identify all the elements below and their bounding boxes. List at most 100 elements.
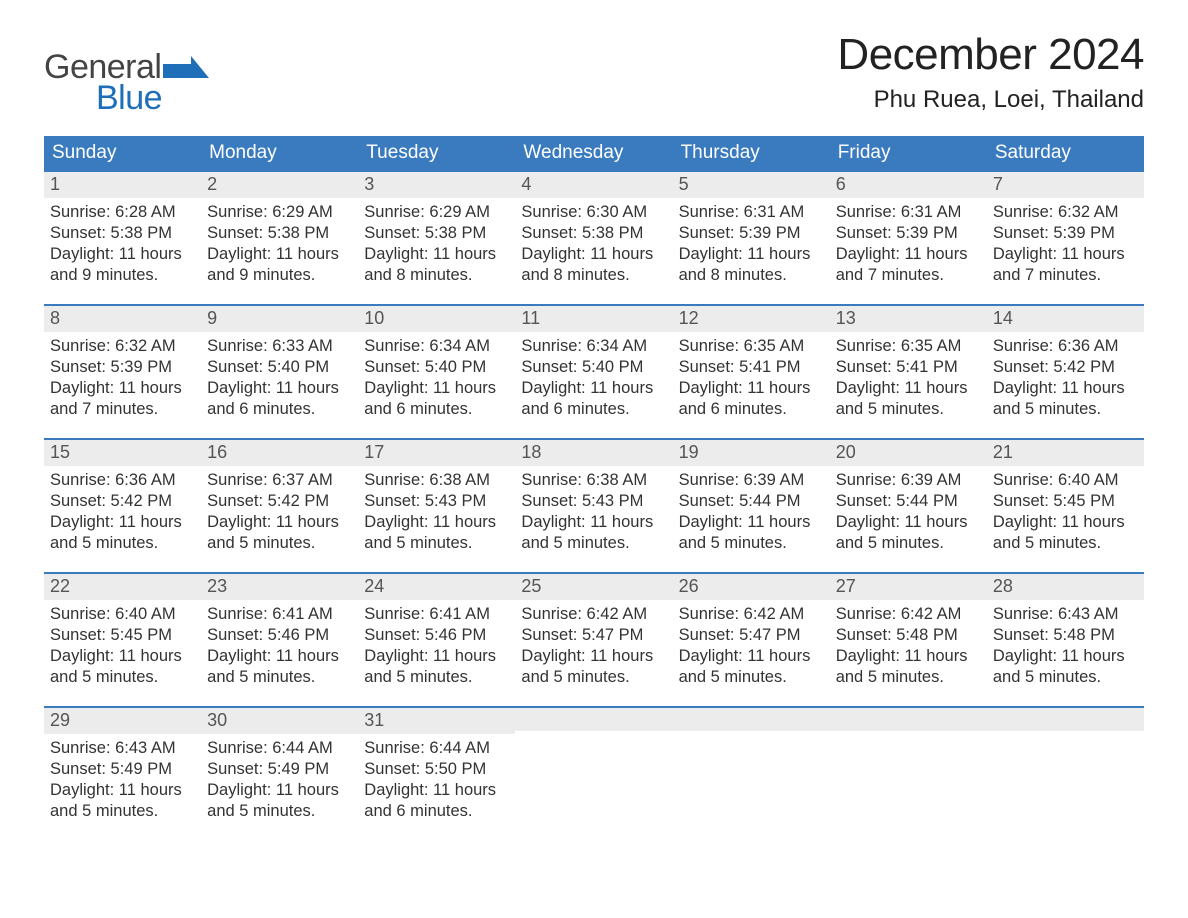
day-details: Sunrise: 6:34 AMSunset: 5:40 PMDaylight:…: [515, 332, 672, 428]
day-number-row: 4: [515, 172, 672, 198]
sunset-text: Sunset: 5:44 PM: [679, 491, 824, 512]
week-row: 29Sunrise: 6:43 AMSunset: 5:49 PMDayligh…: [44, 706, 1144, 840]
day-cell: 28Sunrise: 6:43 AMSunset: 5:48 PMDayligh…: [987, 574, 1144, 706]
day-cell: 25 Sunrise: 6:42 AMSunset: 5:47 PMDayligh…: [515, 574, 672, 706]
empty-cell: [830, 708, 987, 840]
day-number: 21: [993, 442, 1013, 462]
day-number: 27: [836, 576, 856, 596]
sunrise-text: Sunrise: 6:36 AM: [993, 336, 1138, 357]
sunrise-text: Sunrise: 6:30 AM: [521, 202, 666, 223]
empty-cell: [673, 708, 830, 840]
sunrise-text: Sunrise: 6:34 AM: [521, 336, 666, 357]
daylight-text: Daylight: 11 hours and 6 minutes.: [364, 780, 509, 822]
sunrise-text: Sunrise: 6:35 AM: [679, 336, 824, 357]
day-number-row: 24: [358, 574, 515, 600]
day-number-row: 26: [673, 574, 830, 600]
day-number: 10: [364, 308, 384, 328]
sunrise-text: Sunrise: 6:41 AM: [364, 604, 509, 625]
sunset-text: Sunset: 5:39 PM: [836, 223, 981, 244]
sunrise-text: Sunrise: 6:36 AM: [50, 470, 195, 491]
day-number-row: 14: [987, 306, 1144, 332]
week-row: 1Sunrise: 6:28 AMSunset: 5:38 PMDaylight…: [44, 170, 1144, 304]
day-number-row: 8: [44, 306, 201, 332]
daylight-text: Daylight: 11 hours and 5 minutes.: [50, 512, 195, 554]
sunrise-text: Sunrise: 6:34 AM: [364, 336, 509, 357]
daylight-text: Daylight: 11 hours and 8 minutes.: [679, 244, 824, 286]
sunset-text: Sunset: 5:50 PM: [364, 759, 509, 780]
day-number: 1: [50, 174, 60, 194]
sunrise-text: Sunrise: 6:38 AM: [364, 470, 509, 491]
day-number: 15: [50, 442, 70, 462]
sunrise-text: Sunrise: 6:42 AM: [836, 604, 981, 625]
day-header: Friday: [830, 136, 987, 170]
day-details: [673, 731, 830, 743]
day-number: 29: [50, 710, 70, 730]
sunrise-text: Sunrise: 6:29 AM: [364, 202, 509, 223]
day-number: 5: [679, 174, 689, 194]
sunset-text: Sunset: 5:46 PM: [207, 625, 352, 646]
sunrise-text: Sunrise: 6:40 AM: [993, 470, 1138, 491]
daylight-text: Daylight: 11 hours and 5 minutes.: [836, 378, 981, 420]
day-number: 11: [521, 308, 540, 328]
sunrise-text: Sunrise: 6:37 AM: [207, 470, 352, 491]
day-details: Sunrise: 6:41 AMSunset: 5:46 PMDaylight:…: [201, 600, 358, 696]
day-number-row: 27: [830, 574, 987, 600]
day-number-row: 17: [358, 440, 515, 466]
day-number: 25: [521, 576, 541, 596]
day-number-row: [987, 708, 1144, 731]
empty-cell: [987, 708, 1144, 840]
sunset-text: Sunset: 5:40 PM: [364, 357, 509, 378]
sunrise-text: Sunrise: 6:33 AM: [207, 336, 352, 357]
page-title: December 2024: [837, 30, 1144, 80]
day-number: 17: [364, 442, 384, 462]
daylight-text: Daylight: 11 hours and 8 minutes.: [364, 244, 509, 286]
day-number-row: 5: [673, 172, 830, 198]
day-details: Sunrise: 6:38 AMSunset: 5:43 PMDaylight:…: [358, 466, 515, 562]
day-details: Sunrise: 6:31 AMSunset: 5:39 PMDaylight:…: [830, 198, 987, 294]
day-details: Sunrise: 6:40 AMSunset: 5:45 PMDaylight:…: [987, 466, 1144, 562]
sunrise-text: Sunrise: 6:28 AM: [50, 202, 195, 223]
sunrise-text: Sunrise: 6:43 AM: [50, 738, 195, 759]
day-number: 12: [679, 308, 699, 328]
day-number: 8: [50, 308, 60, 328]
sunrise-text: Sunrise: 6:32 AM: [993, 202, 1138, 223]
day-cell: 6Sunrise: 6:31 AMSunset: 5:39 PMDaylight…: [830, 172, 987, 304]
sunrise-text: Sunrise: 6:39 AM: [836, 470, 981, 491]
day-details: Sunrise: 6:29 AMSunset: 5:38 PMDaylight:…: [201, 198, 358, 294]
daylight-text: Daylight: 11 hours and 5 minutes.: [207, 512, 352, 554]
sunset-text: Sunset: 5:49 PM: [207, 759, 352, 780]
daylight-text: Daylight: 11 hours and 5 minutes.: [679, 646, 824, 688]
sunrise-text: Sunrise: 6:35 AM: [836, 336, 981, 357]
day-number-row: 9: [201, 306, 358, 332]
sunrise-text: Sunrise: 6:44 AM: [364, 738, 509, 759]
sunrise-text: Sunrise: 6:42 AM: [521, 604, 666, 625]
daylight-text: Daylight: 11 hours and 6 minutes.: [679, 378, 824, 420]
day-details: Sunrise: 6:42 AMSunset: 5:47 PMDaylight:…: [515, 600, 672, 696]
day-cell: 5Sunrise: 6:31 AMSunset: 5:39 PMDaylight…: [673, 172, 830, 304]
daylight-text: Daylight: 11 hours and 5 minutes.: [50, 646, 195, 688]
day-number: 20: [836, 442, 856, 462]
day-header: Saturday: [987, 136, 1144, 170]
day-cell: 27Sunrise: 6:42 AMSunset: 5:48 PMDayligh…: [830, 574, 987, 706]
day-details: Sunrise: 6:43 AMSunset: 5:49 PMDaylight:…: [44, 734, 201, 830]
day-number-row: 22: [44, 574, 201, 600]
sunrise-text: Sunrise: 6:29 AM: [207, 202, 352, 223]
day-details: Sunrise: 6:43 AMSunset: 5:48 PMDaylight:…: [987, 600, 1144, 696]
daylight-text: Daylight: 11 hours and 5 minutes.: [207, 646, 352, 688]
day-cell: 11 Sunrise: 6:34 AMSunset: 5:40 PMDayligh…: [515, 306, 672, 438]
day-details: [987, 731, 1144, 743]
daylight-text: Daylight: 11 hours and 5 minutes.: [521, 646, 666, 688]
day-details: Sunrise: 6:38 AMSunset: 5:43 PMDaylight:…: [515, 466, 672, 562]
sunrise-text: Sunrise: 6:39 AM: [679, 470, 824, 491]
sunrise-text: Sunrise: 6:44 AM: [207, 738, 352, 759]
day-cell: 23Sunrise: 6:41 AMSunset: 5:46 PMDayligh…: [201, 574, 358, 706]
day-number: 30: [207, 710, 227, 730]
sunset-text: Sunset: 5:39 PM: [993, 223, 1138, 244]
day-cell: 20Sunrise: 6:39 AMSunset: 5:44 PMDayligh…: [830, 440, 987, 572]
day-details: Sunrise: 6:32 AMSunset: 5:39 PMDaylight:…: [44, 332, 201, 428]
sunset-text: Sunset: 5:47 PM: [521, 625, 666, 646]
sunrise-text: Sunrise: 6:31 AM: [836, 202, 981, 223]
sunset-text: Sunset: 5:42 PM: [50, 491, 195, 512]
day-details: Sunrise: 6:29 AMSunset: 5:38 PMDaylight:…: [358, 198, 515, 294]
daylight-text: Daylight: 11 hours and 8 minutes.: [521, 244, 666, 286]
